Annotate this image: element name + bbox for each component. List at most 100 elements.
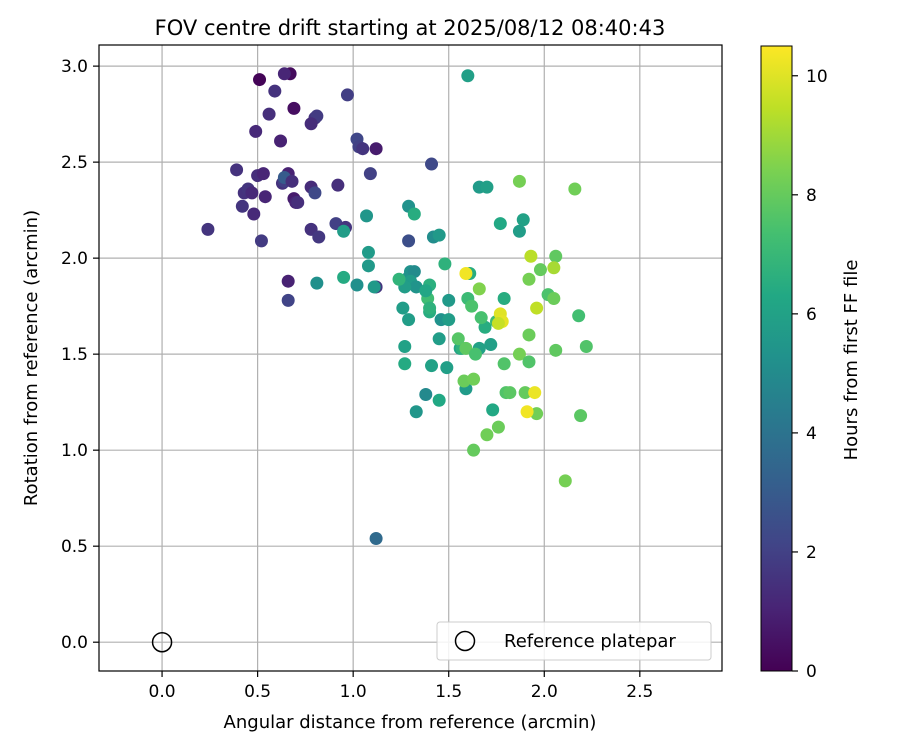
data-point [274, 134, 288, 148]
data-point [522, 355, 536, 369]
x-tick-label: 0.5 [244, 682, 271, 702]
data-point [574, 409, 588, 423]
y-tick-label: 3.0 [61, 57, 88, 77]
data-point [262, 107, 276, 121]
colorbar: 0 2 4 6 8 10 Hours from first FF file [760, 45, 862, 682]
data-point [491, 316, 505, 330]
data-point [512, 347, 526, 361]
data-point [285, 174, 299, 188]
data-point [254, 234, 268, 248]
data-point [356, 142, 370, 156]
legend: Reference platepar [436, 621, 712, 661]
legend-box [436, 621, 712, 661]
data-point [396, 301, 410, 315]
data-point [398, 339, 412, 353]
data-point [230, 163, 244, 177]
data-point [419, 284, 433, 298]
data-point [312, 230, 326, 244]
data-point [363, 167, 377, 181]
colorbar-tick-label: 8 [806, 186, 817, 206]
data-point [361, 245, 375, 259]
data-point [467, 443, 481, 457]
y-tick-label: 2.5 [61, 153, 88, 173]
data-point [558, 474, 572, 488]
data-point [512, 174, 526, 188]
y-tick-label: 1.0 [61, 441, 88, 461]
data-point [579, 339, 593, 353]
x-tick-label: 0.0 [149, 682, 176, 702]
colorbar-tick-label: 4 [806, 424, 817, 444]
data-point [547, 291, 561, 305]
data-point [249, 124, 263, 138]
data-point [512, 224, 526, 238]
data-point [277, 67, 291, 81]
data-point [308, 186, 322, 200]
data-point [465, 299, 479, 313]
data-point [530, 301, 544, 315]
data-point [493, 217, 507, 231]
data-point [253, 73, 267, 87]
data-point [549, 249, 563, 263]
data-point [486, 403, 500, 417]
y-axis-label: Rotation from reference (arcmin) [21, 210, 42, 506]
data-point [310, 276, 324, 290]
data-point [491, 420, 505, 434]
data-point [480, 428, 494, 442]
data-point [398, 357, 412, 371]
colorbar-tick-label: 0 [806, 662, 817, 682]
data-point [518, 386, 532, 400]
data-point [522, 328, 536, 342]
data-point [524, 249, 538, 263]
data-point [520, 405, 534, 419]
data-point [442, 313, 456, 327]
data-point [572, 309, 586, 323]
data-point [497, 357, 511, 371]
data-point [258, 190, 272, 204]
data-point [497, 291, 511, 305]
data-point [268, 84, 282, 98]
plot-background [99, 45, 722, 671]
data-point [360, 209, 374, 223]
data-point [304, 117, 318, 131]
colorbar-tick-label: 6 [806, 305, 817, 325]
data-point [425, 359, 439, 373]
data-point [369, 532, 383, 546]
data-point [369, 142, 383, 156]
data-point [472, 282, 486, 296]
data-point [245, 186, 259, 200]
data-point [423, 301, 437, 315]
legend-hollow-circle-icon [454, 630, 476, 652]
data-point [459, 341, 473, 355]
scatter-points [201, 67, 593, 546]
x-axis-label: Angular distance from reference (arcmin) [224, 712, 597, 733]
colorbar-gradient [760, 45, 793, 672]
data-point [432, 393, 446, 407]
data-point [235, 199, 249, 213]
data-point [480, 180, 494, 194]
y-tick-label: 1.5 [61, 345, 88, 365]
y-tick-label: 0.5 [61, 537, 88, 557]
data-point [438, 257, 452, 271]
data-point [402, 313, 416, 327]
data-point [459, 267, 473, 281]
data-point [281, 293, 295, 307]
data-point [522, 272, 536, 286]
x-tick-label: 1.5 [435, 682, 462, 702]
data-point [474, 311, 488, 325]
data-point [516, 213, 530, 227]
data-point [201, 222, 215, 236]
plot-area: 0.0 0.5 1.0 1.5 2.0 2.5 0.0 0.5 1.0 1.5 2.0 2.5 3.0 [61, 44, 723, 702]
data-point [350, 278, 364, 292]
data-point [547, 261, 561, 275]
data-point [291, 195, 305, 209]
x-tick-label: 2.0 [531, 682, 558, 702]
data-point [533, 263, 547, 277]
data-point [337, 224, 351, 238]
colorbar-tick-label: 10 [806, 67, 828, 87]
data-point [287, 101, 301, 115]
data-point [367, 280, 381, 294]
colorbar-label: Hours from first FF file [841, 260, 862, 461]
data-point [484, 338, 498, 352]
data-point [256, 167, 270, 181]
reference-platepar-marker [151, 631, 173, 653]
